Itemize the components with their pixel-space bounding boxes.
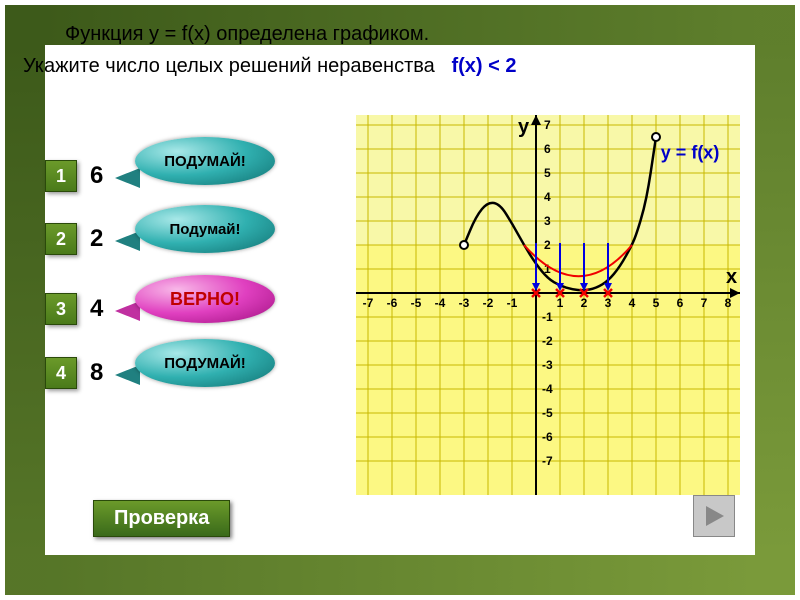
answer-button-3[interactable]: 3 (45, 293, 77, 325)
svg-text:-4: -4 (542, 382, 553, 396)
svg-text:-2: -2 (483, 296, 494, 310)
question-line-1: Функция y = f(x) определена графиком. (65, 23, 429, 46)
svg-text:-6: -6 (542, 430, 553, 444)
inequality: f(x) < 2 (451, 55, 516, 77)
bubble-tail-1 (115, 168, 140, 188)
svg-text:-5: -5 (411, 296, 422, 310)
answer-button-4[interactable]: 4 (45, 357, 77, 389)
svg-text:2: 2 (581, 296, 588, 310)
svg-text:6: 6 (544, 142, 551, 156)
check-button[interactable]: Проверка (93, 500, 230, 537)
triangle-right-icon (702, 504, 726, 528)
answer-button-1[interactable]: 1 (45, 160, 77, 192)
svg-text:5: 5 (653, 296, 660, 310)
svg-text:4: 4 (629, 296, 636, 310)
answer-button-2[interactable]: 2 (45, 223, 77, 255)
svg-text:3: 3 (605, 296, 612, 310)
question-line-2: Укажите число целых решений неравенства … (23, 55, 516, 78)
feedback-bubble-1: ПОДУМАЙ! (135, 137, 275, 185)
svg-text:х: х (726, 266, 737, 288)
svg-text:-7: -7 (363, 296, 374, 310)
answer-value-4: 8 (90, 359, 103, 387)
svg-text:-6: -6 (387, 296, 398, 310)
svg-text:7: 7 (701, 296, 708, 310)
next-button[interactable] (693, 495, 735, 537)
svg-text:4: 4 (544, 190, 551, 204)
svg-text:-4: -4 (435, 296, 446, 310)
svg-text:y: y (518, 116, 530, 138)
feedback-bubble-2: Подумай! (135, 205, 275, 253)
svg-text:y = f(x): y = f(x) (661, 143, 720, 163)
svg-text:-3: -3 (459, 296, 470, 310)
answer-value-2: 2 (90, 225, 103, 253)
svg-text:-5: -5 (542, 406, 553, 420)
question-line-2a: Укажите число целых решений неравенства (23, 55, 435, 77)
svg-text:2: 2 (544, 238, 551, 252)
svg-text:7: 7 (544, 118, 551, 132)
svg-text:-3: -3 (542, 358, 553, 372)
answer-value-3: 4 (90, 295, 103, 323)
svg-text:1: 1 (557, 296, 564, 310)
svg-text:-1: -1 (507, 296, 518, 310)
feedback-bubble-3: ВЕРНО! (135, 275, 275, 323)
svg-text:3: 3 (544, 214, 551, 228)
svg-text:6: 6 (677, 296, 684, 310)
feedback-bubble-4: ПОДУМАЙ! (135, 339, 275, 387)
svg-text:-2: -2 (542, 334, 553, 348)
svg-text:-1: -1 (542, 310, 553, 324)
answer-value-1: 6 (90, 162, 103, 190)
svg-text:8: 8 (725, 296, 732, 310)
svg-text:-7: -7 (542, 454, 553, 468)
coordinate-graph: -7-6-5-4-3-2-1123456781234567-1-2-3-4-5-… (343, 115, 753, 495)
svg-text:5: 5 (544, 166, 551, 180)
